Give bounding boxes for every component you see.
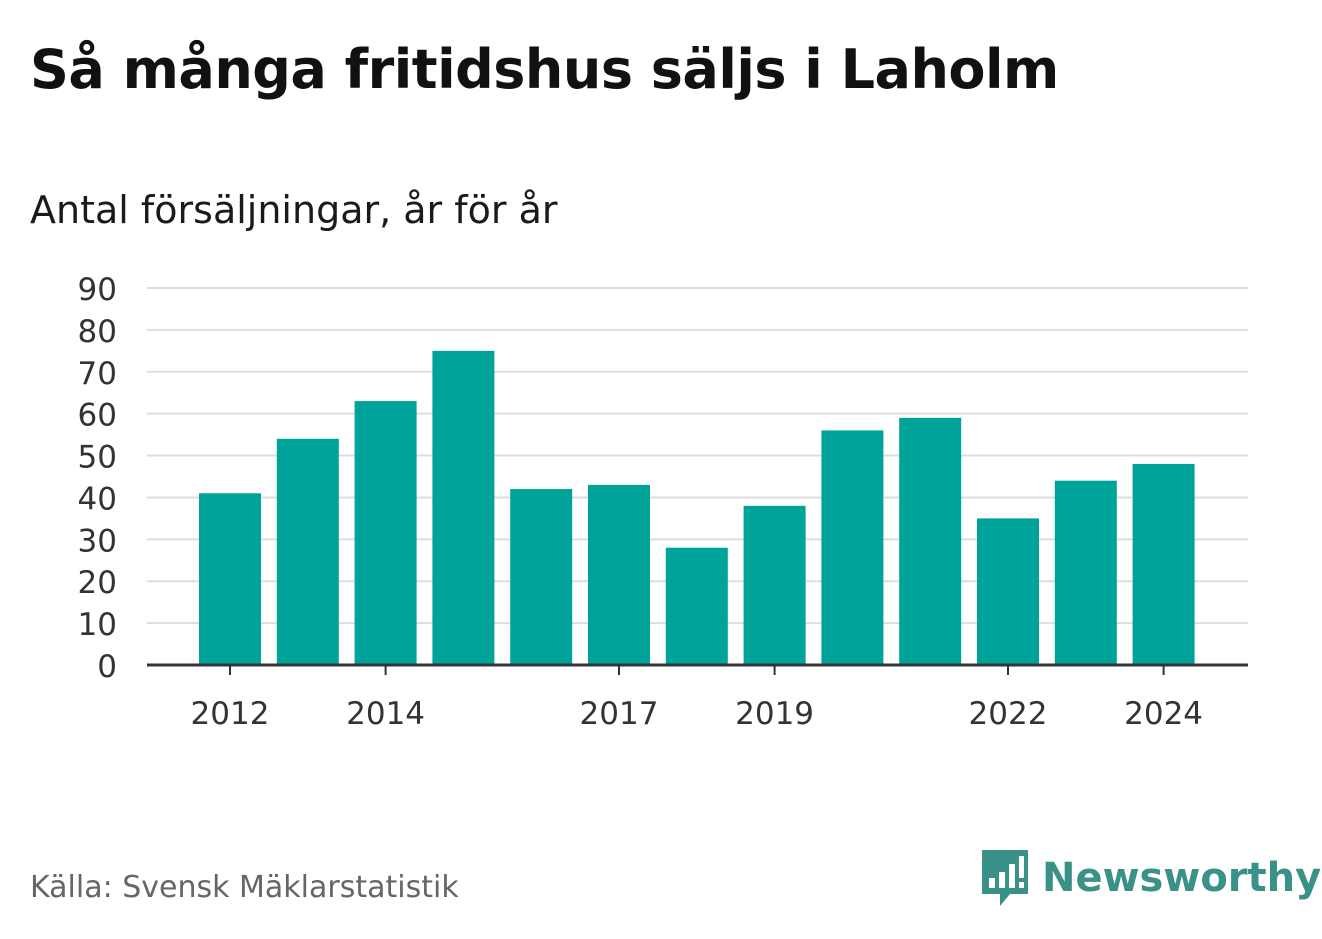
y-tick-label: 10 bbox=[78, 607, 117, 643]
bar-2021 bbox=[899, 417, 962, 665]
bars bbox=[199, 350, 1195, 665]
bar-2013 bbox=[276, 438, 339, 665]
y-tick-label: 30 bbox=[78, 523, 117, 559]
y-tick-label: 60 bbox=[78, 398, 117, 434]
bar-2016 bbox=[510, 489, 573, 665]
x-tick-label: 2024 bbox=[1124, 696, 1203, 732]
y-tick-label: 40 bbox=[78, 481, 117, 517]
y-tick-label: 70 bbox=[78, 356, 117, 392]
brand-name: Newsworthy bbox=[1042, 855, 1322, 901]
bar-2019 bbox=[743, 505, 806, 665]
bar-2023 bbox=[1054, 480, 1117, 665]
y-tick-label: 80 bbox=[78, 314, 117, 350]
bar-chart-speech-bubble-icon bbox=[982, 850, 1028, 906]
y-tick-label: 20 bbox=[78, 565, 117, 601]
chart-title: Så många fritidshus säljs i Laholm bbox=[30, 38, 1059, 101]
y-axis-ticks: 0 10 20 30 40 50 60 70 80 90 bbox=[78, 272, 117, 685]
x-tick-label: 2022 bbox=[969, 696, 1048, 732]
bar-2015 bbox=[432, 350, 495, 665]
x-tick-label: 2017 bbox=[580, 696, 659, 732]
bar-2012 bbox=[199, 493, 261, 665]
chart-subtitle: Antal försäljningar, år för år bbox=[30, 188, 558, 232]
brand-logo: Newsworthy bbox=[980, 848, 1321, 908]
bar-2014 bbox=[354, 401, 417, 665]
bar-2017 bbox=[588, 484, 650, 665]
bar-2020 bbox=[821, 430, 884, 665]
x-tick-label: 2014 bbox=[346, 696, 425, 732]
source-note: Källa: Svensk Mäklarstatistik bbox=[30, 870, 459, 905]
x-axis: 2012 2014 2017 2019 2022 2024 bbox=[147, 663, 1248, 732]
bar-2018 bbox=[665, 547, 728, 665]
y-tick-label: 50 bbox=[78, 440, 117, 476]
x-tick-label: 2019 bbox=[735, 696, 814, 732]
y-tick-label: 0 bbox=[97, 649, 117, 685]
x-tick-label: 2012 bbox=[191, 696, 270, 732]
y-tick-label: 90 bbox=[78, 272, 117, 308]
bar-2022 bbox=[977, 518, 1039, 665]
bar-2024 bbox=[1132, 463, 1195, 665]
